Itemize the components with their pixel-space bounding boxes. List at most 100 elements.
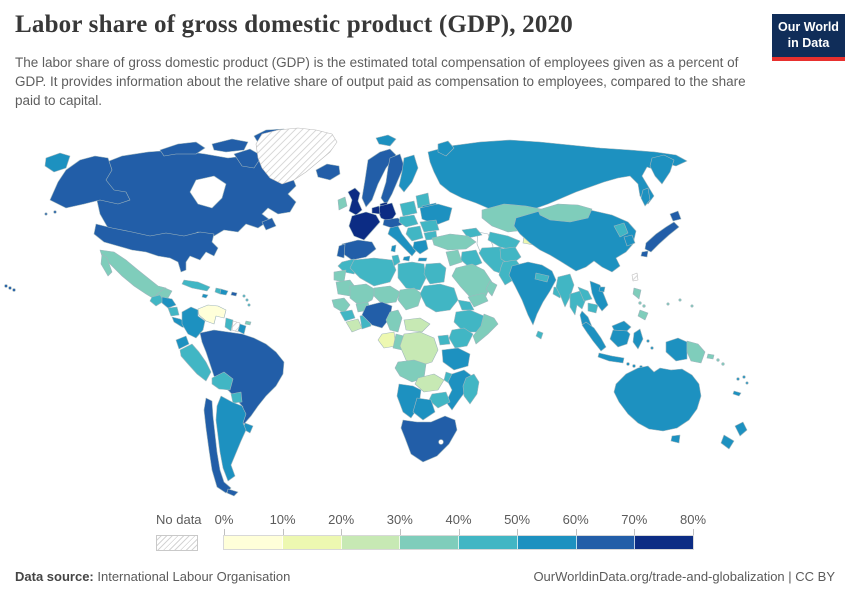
country-poland[interactable] [399,200,418,217]
country-japan[interactable] [640,210,682,258]
legend-segment[interactable] [224,536,283,549]
country-greenland[interactable] [255,127,338,185]
country-benelux[interactable] [371,205,381,215]
country-egypt[interactable] [423,262,447,285]
country-czech-hungary[interactable] [398,214,419,228]
country-italy[interactable] [387,225,417,262]
country-uganda[interactable] [437,334,451,346]
country-portugal[interactable] [336,243,346,259]
country-taiwan[interactable] [631,272,639,282]
country-honduras[interactable] [161,296,177,309]
country-australia[interactable] [613,365,702,444]
country-svalbard[interactable] [375,134,397,147]
country-tunisia[interactable] [391,254,401,267]
country-china[interactable] [513,207,637,293]
country-solomon-islands[interactable] [716,358,725,366]
country-north-korea[interactable] [613,222,629,238]
country-romania[interactable] [419,219,440,233]
country-new-caledonia[interactable] [732,390,742,397]
country-saudi-arabia[interactable] [451,263,493,298]
country-zambia[interactable] [414,373,445,393]
country-sudan[interactable] [419,283,459,313]
country-ivory-coast[interactable] [345,318,363,333]
country-iceland[interactable] [315,163,341,181]
country-papua-new-guinea[interactable] [686,340,715,364]
country-vietnam[interactable] [589,280,609,312]
country-argentina[interactable] [215,395,247,482]
country-paraguay[interactable] [230,391,243,404]
country-niger[interactable] [373,285,401,305]
country-guyana[interactable] [224,317,234,332]
country-suriname[interactable] [231,320,241,333]
owid-logo[interactable]: Our World in Data [772,14,845,61]
country-somalia[interactable] [472,313,499,345]
country-syria-levant[interactable] [445,249,463,267]
country-madagascar[interactable] [462,373,480,405]
country-botswana[interactable] [412,397,436,421]
country-yemen[interactable] [467,292,489,308]
country-norway[interactable] [361,148,397,208]
country-india[interactable] [508,261,557,326]
country-oman[interactable] [485,280,498,297]
country-colombia[interactable] [181,306,206,339]
country-south-korea[interactable] [623,234,636,247]
legend-segment[interactable] [635,536,693,549]
country-western-sahara[interactable] [333,269,347,283]
country-greece[interactable] [412,239,429,262]
country-sweden[interactable] [380,153,405,206]
country-kenya[interactable] [448,327,474,349]
country-myanmar[interactable] [555,273,575,308]
country-uk[interactable] [347,187,363,216]
country-ireland[interactable] [337,196,348,211]
country-trinidad[interactable] [244,320,252,326]
country-guatemala[interactable] [149,294,165,307]
country-south-africa[interactable] [400,415,458,463]
country-guinea[interactable] [339,309,356,322]
country-russia[interactable] [44,139,688,214]
country-peru[interactable] [179,343,212,382]
country-drc[interactable] [399,331,439,367]
country-spain[interactable] [341,239,377,261]
country-fiji[interactable] [736,375,749,385]
country-cameroon[interactable] [385,309,403,333]
country-nigeria[interactable] [361,301,393,329]
country-sri-lanka[interactable] [535,330,544,340]
country-chile[interactable] [203,397,239,497]
legend-segment[interactable] [517,536,577,549]
country-mexico[interactable] [99,249,173,301]
country-bolivia[interactable] [211,371,234,391]
country-usa[interactable] [4,155,238,297]
legend-segment[interactable] [341,536,401,549]
country-micronesia[interactable] [666,298,694,308]
country-turkey[interactable] [431,233,477,251]
country-indonesia[interactable] [581,321,688,369]
legend-segment[interactable] [400,536,459,549]
country-finland[interactable] [398,154,419,193]
country-cambodia[interactable] [587,302,599,314]
country-caucasus[interactable] [461,227,483,239]
country-nepal[interactable] [534,272,550,283]
country-mali[interactable] [349,283,377,307]
country-central-african-republic[interactable] [403,317,431,333]
country-new-zealand[interactable] [720,421,748,450]
legend-segment[interactable] [282,536,342,549]
country-ecuador[interactable] [175,335,190,350]
credit-link[interactable]: OurWorldinData.org/trade-and-globalizati… [533,569,835,584]
country-balkans[interactable] [405,225,424,242]
country-mongolia[interactable] [537,203,593,223]
country-cuba[interactable] [181,279,211,292]
country-iraq[interactable] [460,249,483,269]
country-tanzania[interactable] [441,347,471,371]
no-data-swatch[interactable] [156,535,198,551]
country-senegal[interactable] [331,297,351,314]
country-laos[interactable] [577,286,593,302]
legend-color-bar[interactable] [223,535,694,550]
country-venezuela[interactable] [197,304,227,325]
country-libya[interactable] [397,261,427,291]
country-zimbabwe[interactable] [428,391,451,409]
country-lesser-antilles[interactable] [242,294,251,307]
country-jamaica[interactable] [201,293,209,299]
country-france[interactable] [348,211,381,241]
legend-segment[interactable] [459,536,518,549]
